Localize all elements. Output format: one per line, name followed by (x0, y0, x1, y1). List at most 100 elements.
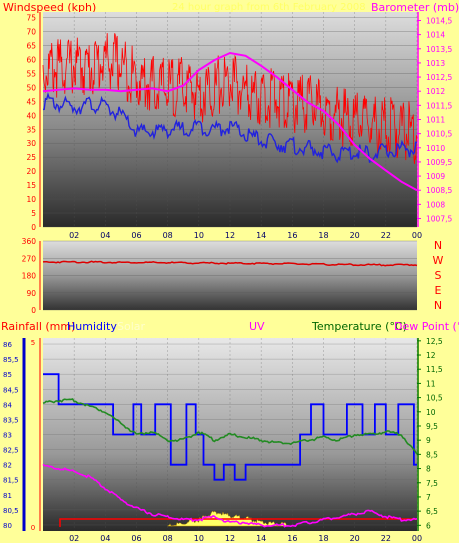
dew-point-axis-label: Dew Point (°C (394, 320, 459, 333)
direction-tick-label: 0 (31, 306, 36, 315)
windspeed-tick-label: 50 (26, 83, 36, 92)
barometer-tick-label: 1008,5 (426, 186, 452, 195)
temperature-tick-label: 8,5 (426, 450, 438, 459)
x-tick-label: 20 (350, 231, 360, 240)
x-tick-label: 10 (194, 231, 204, 240)
humidity-tick-label: 80 (3, 522, 12, 530)
humidity-tick-label: 84 (3, 401, 12, 409)
barometer-tick-label: 1013,5 (426, 45, 452, 54)
x-tick-label: 16 (287, 231, 297, 240)
x-tick-label: 18 (318, 534, 328, 543)
wind-pressure-x-ticks: 02 04 06 08 10 12 14 16 18 20 22 00 (69, 231, 422, 240)
x-tick-label: 14 (256, 534, 266, 543)
barometer-tick-label: 1007,5 (426, 215, 452, 224)
windspeed-tick-label: 30 (26, 139, 36, 148)
humidity-tick-label: 83 (3, 432, 12, 440)
temperature-tick-label: 7 (426, 493, 431, 502)
windspeed-tick-label: 70 (26, 28, 36, 37)
x-tick-label: 14 (256, 231, 266, 240)
x-tick-label: 00 (412, 534, 422, 543)
temperature-tick-label: 9,5 (426, 422, 438, 431)
windspeed-tick-label: 55 (26, 69, 36, 78)
windspeed-gust-line (42, 33, 418, 165)
humidity-ticks: 80 80,5 81 81,5 82 82,5 83 83,5 84 84,5 85 85,5 86 (3, 338, 26, 531)
barometer-tick-label: 1009 (426, 172, 445, 181)
x-tick-label: 08 (163, 534, 173, 543)
rainfall-tick-label: 0 (31, 524, 35, 532)
temperature-tick-label: 6 (426, 521, 431, 530)
temperature-humidity-x-ticks: 02 04 06 08 10 12 14 16 18 20 22 00 (69, 534, 422, 543)
direction-tick-label: 360 (22, 237, 37, 246)
temperature-tick-label: 12 (426, 351, 436, 360)
x-tick-label: 20 (350, 534, 360, 543)
temperature-tick-label: 10,5 (426, 394, 443, 403)
rainfall-ticks: 05 (31, 338, 41, 532)
temperature-axis-label: Temperature (°C) (311, 320, 407, 333)
compass-letter: W (433, 254, 444, 267)
wind-direction-line (42, 260, 418, 267)
temperature-tick-label: 12,5 (426, 337, 443, 346)
x-tick-label: 12 (225, 534, 235, 543)
windspeed-tick-label: 40 (26, 111, 36, 120)
windspeed-ticks: 0 5 10 15 20 25 30 35 40 45 50 55 60 65 70 75 (26, 12, 41, 232)
wind-direction-series (42, 260, 418, 267)
x-tick-label: 08 (163, 231, 173, 240)
windspeed-tick-label: 10 (26, 195, 36, 204)
temperature-tick-label: 9 (426, 436, 431, 445)
windspeed-tick-label: 65 (26, 42, 36, 51)
humidity-tick-label: 81,5 (3, 477, 19, 485)
barometer-ticks: 1007,5 1008 1008,5 1009 1009,5 1010 1010,5 1011… (417, 12, 452, 227)
x-tick-label: 18 (318, 231, 328, 240)
direction-tick-label: 90 (26, 289, 36, 298)
humidity-axis-label: Humidity (67, 320, 117, 333)
dew-point-line (42, 463, 418, 528)
x-tick-label: 10 (194, 534, 204, 543)
humidity-line (43, 373, 417, 481)
windspeed-tick-label: 20 (26, 167, 36, 176)
humidity-tick-label: 82 (3, 462, 12, 470)
x-tick-label: 22 (381, 534, 391, 543)
humidity-tick-label: 84,5 (3, 386, 19, 394)
barometer-tick-label: 1008 (426, 200, 445, 209)
barometer-line (42, 51, 418, 192)
compass-letter: N (434, 299, 442, 312)
temperature-tick-label: 7,5 (426, 479, 438, 488)
windspeed-tick-label: 5 (31, 209, 36, 218)
temperature-tick-label: 10 (426, 408, 436, 417)
uv-axis-label: UV (249, 320, 265, 333)
wind-pressure-series (42, 33, 418, 192)
humidity-tick-label: 83,5 (3, 416, 19, 424)
windspeed-tick-label: 75 (26, 14, 36, 23)
barometer-tick-label: 1011 (426, 116, 445, 125)
x-tick-label: 04 (100, 534, 110, 543)
barometer-tick-label: 1014 (426, 31, 445, 40)
barometer-tick-label: 1012 (426, 87, 445, 96)
wind-pressure-grid (43, 12, 418, 228)
solar-axis-label: Solar (117, 320, 146, 333)
x-tick-label: 06 (131, 231, 141, 240)
x-tick-label: 06 (131, 534, 141, 543)
x-tick-label: 22 (381, 231, 391, 240)
temperature-tick-label: 11 (426, 379, 436, 388)
temperature-humidity-series (42, 373, 418, 528)
compass-letter: E (435, 284, 442, 297)
compass-letter: N (434, 239, 442, 252)
temperature-tick-label: 6,5 (426, 507, 438, 516)
x-tick-label: 16 (287, 534, 297, 543)
direction-tick-label: 270 (22, 254, 37, 263)
humidity-tick-label: 82,5 (3, 447, 19, 455)
humidity-tick-label: 85,5 (3, 356, 19, 364)
x-tick-label: 02 (69, 231, 79, 240)
barometer-tick-label: 1014,5 (426, 16, 452, 25)
humidity-tick-label: 85 (3, 371, 12, 379)
barometer-tick-label: 1010 (426, 144, 445, 153)
wind-direction-grid (43, 240, 417, 311)
windspeed-average-line (42, 91, 418, 164)
wind-direction-ticks: 360 270 180 90 0 (22, 237, 41, 315)
barometer-tick-label: 1009,5 (426, 158, 452, 167)
windspeed-tick-label: 60 (26, 55, 36, 64)
x-tick-label: 04 (100, 231, 110, 240)
rainfall-line (59, 518, 417, 527)
